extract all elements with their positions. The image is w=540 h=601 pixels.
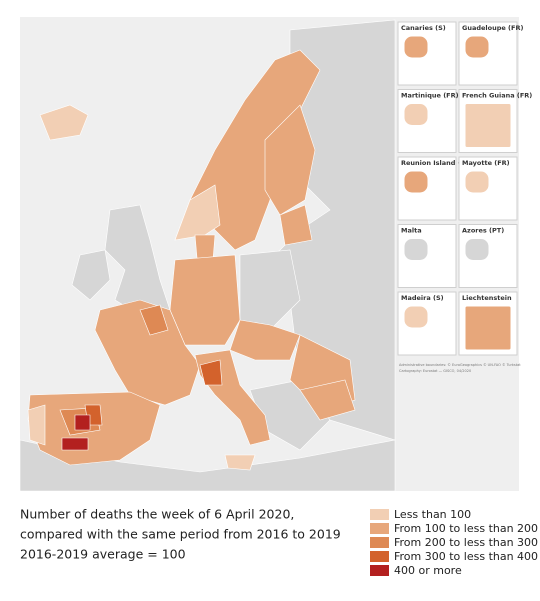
inset-region	[464, 170, 490, 194]
portugal	[27, 404, 46, 446]
inset-region	[464, 305, 512, 351]
caption-line: compared with the same period from 2016 …	[20, 527, 341, 542]
inset-label: Madeira (S)	[401, 294, 444, 302]
inset-region	[403, 35, 429, 59]
inset-region	[464, 103, 512, 148]
inset-region	[403, 170, 429, 194]
legend-label: From 200 to less than 300	[394, 536, 538, 549]
inset-label: Malta	[401, 227, 422, 235]
map	[19, 19, 396, 492]
legend-swatch	[370, 537, 389, 548]
legend-label: From 100 to less than 200	[394, 522, 538, 535]
inset-label: Canaries (S)	[401, 24, 446, 32]
north-africa	[19, 439, 396, 492]
inset-label: Martinique (FR)	[401, 92, 459, 100]
inset-label: French Guiana (FR)	[462, 92, 532, 100]
germany	[169, 254, 241, 346]
legend-label: Less than 100	[394, 508, 471, 521]
inset-region	[464, 238, 490, 261]
credit: Cartography: Eurostat — GISCO, 04/2020	[399, 369, 471, 373]
baltics	[279, 204, 313, 246]
inset-region	[403, 238, 429, 261]
iceland	[39, 104, 89, 141]
denmark	[194, 234, 216, 261]
sicily	[224, 454, 256, 471]
madrid	[74, 414, 91, 431]
inset-region	[403, 103, 429, 126]
inset-region	[403, 305, 429, 329]
insets: Canaries (S) Guadeloupe (FR) Martinique (F…	[397, 21, 532, 356]
legend-label: From 300 to less than 400	[394, 550, 538, 563]
inset-label: Azores (PT)	[462, 227, 504, 235]
inset-label: Mayotte (FR)	[462, 159, 510, 167]
poland	[239, 249, 301, 331]
caption-line: 2016-2019 average = 100	[20, 547, 186, 562]
lombardy	[199, 359, 223, 386]
greece	[299, 379, 356, 421]
ciudad-real	[61, 437, 89, 451]
inset-label: Reunion Island (FR)	[401, 159, 473, 167]
legend-swatch	[370, 523, 389, 534]
ireland	[71, 249, 111, 301]
france-north	[139, 304, 169, 336]
legend-swatch	[370, 551, 389, 562]
finland	[264, 104, 316, 216]
inset-label: Liechtenstein	[462, 294, 512, 302]
legend-label: 400 or more	[394, 564, 462, 577]
credit: Administrative boundaries: © EuroGeograp…	[399, 363, 521, 367]
inset-region	[464, 35, 490, 59]
legend-swatch	[370, 565, 389, 576]
inset-label: Guadeloupe (FR)	[462, 24, 523, 32]
caption-line: Number of deaths the week of 6 April 202…	[20, 507, 294, 522]
legend-swatch	[370, 509, 389, 520]
